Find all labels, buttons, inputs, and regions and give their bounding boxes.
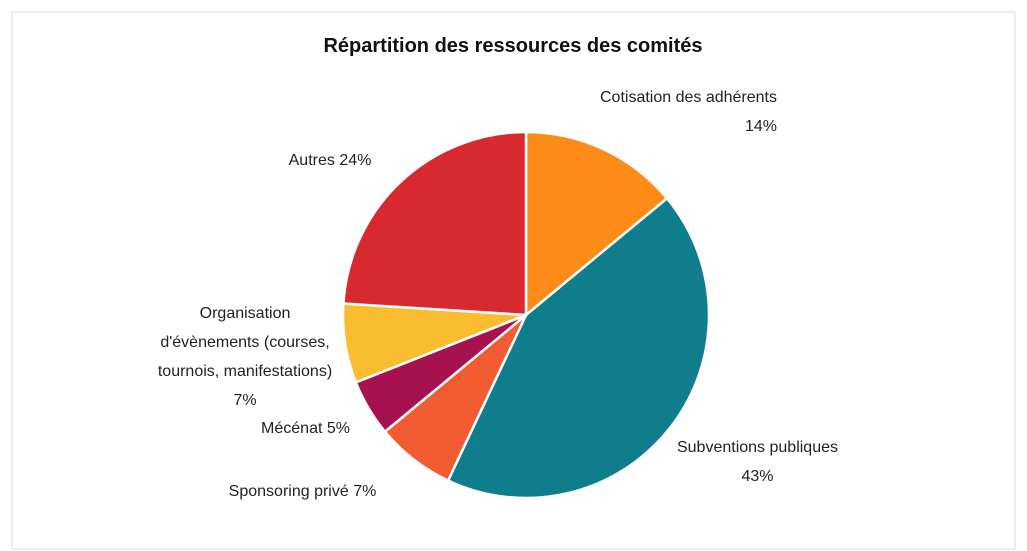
slice-label: Cotisation des adhérents 14% <box>590 83 777 141</box>
pie-slice <box>342 130 528 317</box>
category-label: Organisation d'évènements (courses, tour… <box>157 305 333 380</box>
category-label: Mécénat <box>261 420 323 437</box>
value-label: 14% <box>744 118 777 135</box>
category-label: Subventions publiques <box>676 439 838 456</box>
chart-title: Répartition des ressources des comités <box>323 35 702 57</box>
category-label: Cotisation des adhérents <box>600 89 777 106</box>
value-label: 24% <box>339 152 372 169</box>
category-label: Sponsoring privé <box>228 483 349 500</box>
slice-label: Organisation d'évènements (courses, tour… <box>150 299 340 415</box>
value-label: 7% <box>233 392 257 409</box>
slice-label: Subventions publiques 43% <box>670 433 845 491</box>
slice-label: Sponsoring privé 7% <box>215 477 390 506</box>
slice-label: Mécénat 5% <box>200 414 350 443</box>
value-label: 5% <box>326 420 350 437</box>
slice-label: Autres 24% <box>240 146 420 175</box>
category-label: Autres <box>288 152 335 169</box>
value-label: 43% <box>741 468 774 485</box>
value-label: 7% <box>353 483 377 500</box>
pie-slice <box>524 130 669 318</box>
pie-slice <box>446 196 711 500</box>
